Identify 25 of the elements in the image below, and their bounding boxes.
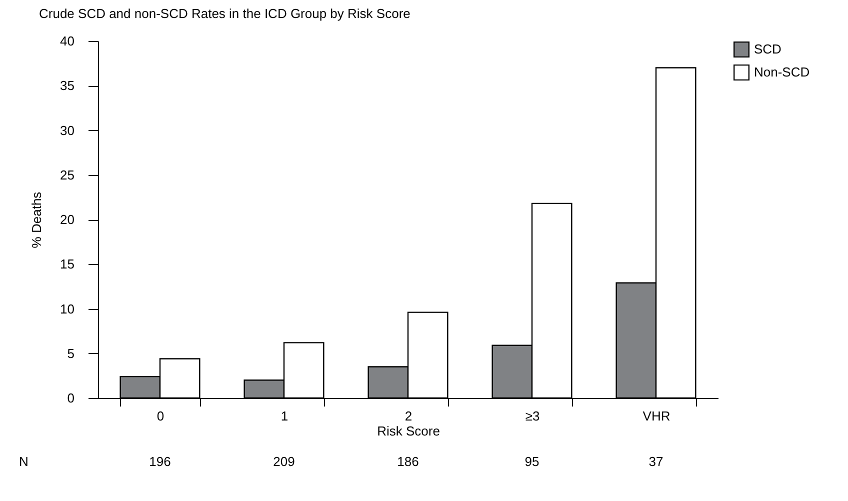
- x-axis-title: Risk Score: [377, 424, 440, 438]
- text: 95: [524, 454, 540, 469]
- y-tick-label: 0: [67, 390, 74, 406]
- x-tick-label: VHR: [642, 408, 670, 424]
- x-tick-label: 2: [404, 408, 412, 424]
- y-tick-label: 25: [60, 167, 74, 182]
- y-tick-label: 30: [60, 122, 74, 138]
- x-tick-label: 1: [280, 408, 288, 424]
- y-axis-title: % Deaths: [29, 191, 44, 248]
- text: 209: [273, 454, 295, 469]
- y-tick-label: 20: [60, 212, 74, 227]
- y-tick-label: 5: [67, 346, 74, 361]
- legend-label: Non-SCD: [754, 64, 810, 80]
- text: 196: [149, 454, 171, 469]
- legend-label: SCD: [754, 42, 782, 56]
- text: N: [19, 454, 28, 469]
- chart-title: Crude SCD and non-SCD Rates in the ICD Group by Risk Score: [39, 6, 410, 21]
- x-tick-label: ≥3: [525, 408, 540, 424]
- y-tick-label: 10: [60, 301, 74, 316]
- y-tick-label: 35: [60, 78, 74, 94]
- y-tick-label: 15: [60, 256, 74, 272]
- text: 186: [397, 454, 419, 469]
- y-tick-label: 40: [60, 34, 74, 48]
- x-tick-label: 0: [156, 408, 164, 424]
- text: 37: [648, 454, 664, 469]
